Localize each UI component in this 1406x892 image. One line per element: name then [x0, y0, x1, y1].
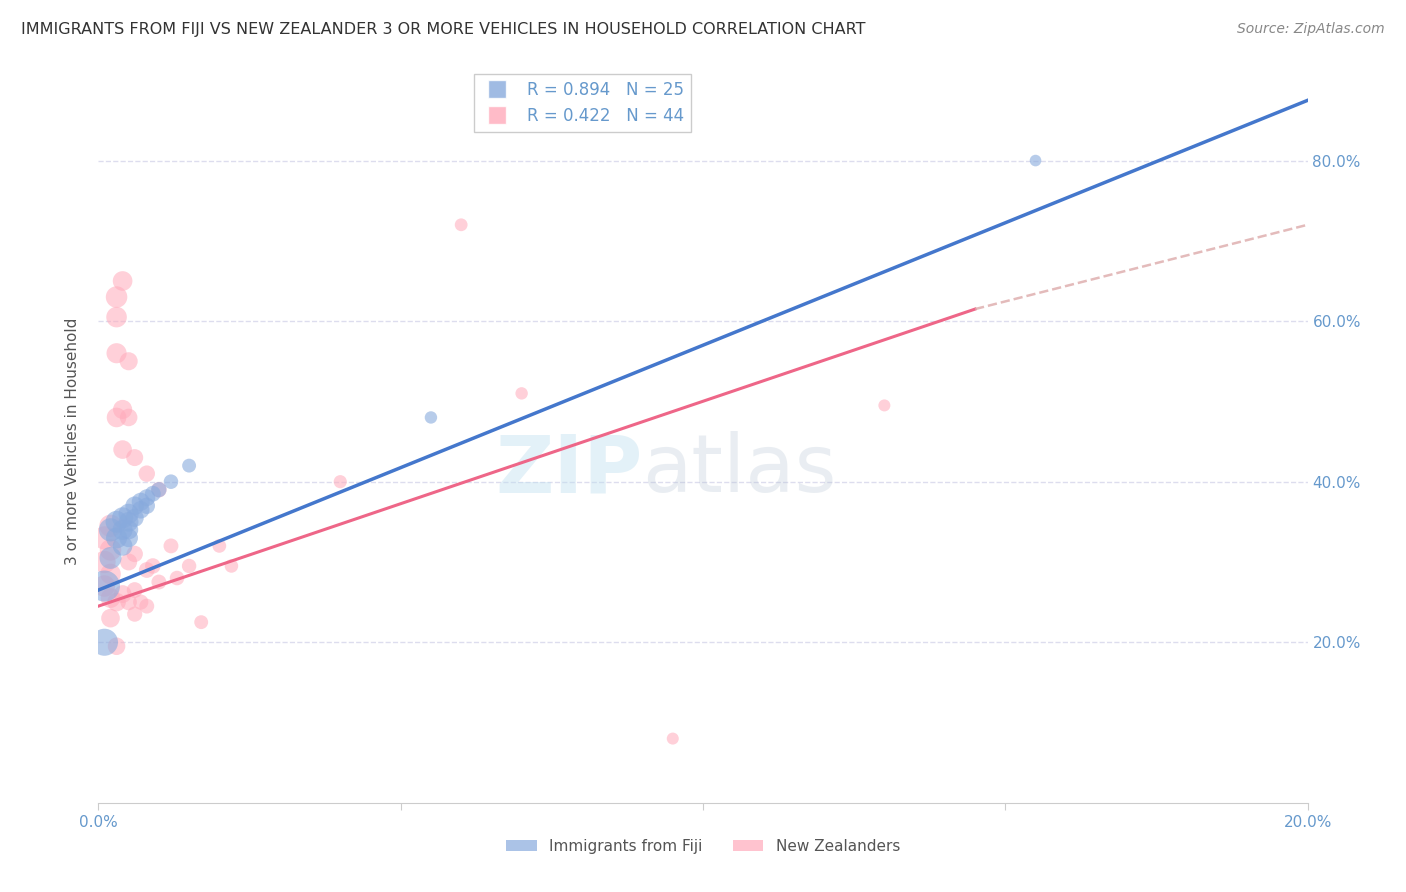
Point [1024, 153, 1046, 168]
Point [100, 518, 122, 533]
Point [105, 346, 128, 360]
Point [118, 410, 141, 425]
Point [105, 290, 128, 304]
Point [124, 450, 146, 465]
Point [124, 499, 146, 513]
Point [111, 402, 134, 417]
Point [118, 595, 141, 609]
Point [148, 483, 170, 497]
Point [118, 531, 141, 545]
Point [100, 567, 122, 582]
Point [100, 542, 122, 557]
Point [160, 475, 183, 489]
Point [135, 599, 157, 614]
Legend: Immigrants from Fiji, New Zealanders: Immigrants from Fiji, New Zealanders [501, 833, 905, 860]
Point [661, 731, 683, 746]
Point [129, 595, 152, 609]
Point [124, 583, 146, 598]
Point [166, 571, 188, 585]
Point [129, 494, 152, 508]
Point [142, 486, 165, 500]
Point [135, 491, 157, 505]
Point [118, 507, 141, 521]
Point [105, 595, 128, 609]
Point [135, 499, 157, 513]
Point [124, 607, 146, 621]
Point [124, 547, 146, 561]
Point [105, 515, 128, 529]
Point [100, 550, 122, 566]
Point [111, 539, 134, 553]
Point [129, 502, 152, 516]
Point [190, 615, 212, 630]
Point [93, 579, 115, 593]
Point [148, 574, 170, 589]
Point [124, 510, 146, 524]
Point [118, 515, 141, 529]
Point [111, 523, 134, 537]
Point [142, 558, 165, 574]
Point [100, 611, 122, 625]
Point [221, 558, 243, 574]
Point [135, 563, 157, 577]
Point [105, 639, 128, 653]
Point [93, 579, 115, 593]
Point [93, 635, 115, 649]
Point [93, 555, 115, 569]
Text: IMMIGRANTS FROM FIJI VS NEW ZEALANDER 3 OR MORE VEHICLES IN HOUSEHOLD CORRELATIO: IMMIGRANTS FROM FIJI VS NEW ZEALANDER 3 … [21, 22, 866, 37]
Point [450, 218, 472, 232]
Text: atlas: atlas [643, 432, 837, 509]
Point [135, 467, 157, 481]
Point [873, 398, 896, 412]
Point [118, 354, 141, 368]
Text: Source: ZipAtlas.com: Source: ZipAtlas.com [1237, 22, 1385, 37]
Point [111, 442, 134, 457]
Point [160, 539, 183, 553]
Point [100, 591, 122, 605]
Y-axis label: 3 or more Vehicles in Household: 3 or more Vehicles in Household [65, 318, 80, 566]
Point [111, 587, 134, 601]
Point [208, 539, 231, 553]
Point [148, 483, 170, 497]
Point [100, 523, 122, 537]
Point [420, 410, 443, 425]
Point [510, 386, 533, 401]
Point [105, 310, 128, 325]
Point [329, 475, 352, 489]
Point [111, 510, 134, 524]
Point [105, 531, 128, 545]
Point [118, 555, 141, 569]
Point [111, 274, 134, 288]
Point [179, 458, 201, 473]
Point [179, 558, 201, 574]
Point [93, 531, 115, 545]
Text: ZIP: ZIP [495, 432, 643, 509]
Point [105, 410, 128, 425]
Point [118, 523, 141, 537]
